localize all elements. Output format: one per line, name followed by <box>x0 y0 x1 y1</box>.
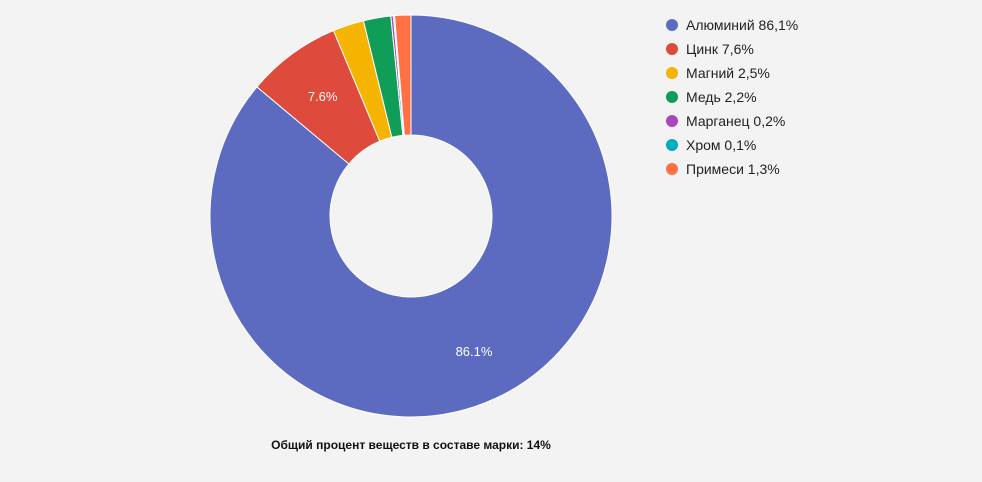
legend-label: Магний 2,5% <box>686 65 770 81</box>
slice-6 <box>394 14 412 136</box>
slice-0 <box>209 14 613 418</box>
legend-item-4: Марганец 0,2% <box>666 109 798 133</box>
legend-item-2: Магний 2,5% <box>666 61 798 85</box>
legend-label: Марганец 0,2% <box>686 113 786 129</box>
legend-label: Медь 2,2% <box>686 89 757 105</box>
legend-swatch-icon <box>666 163 678 175</box>
legend-swatch-icon <box>666 115 678 127</box>
legend-label: Алюминий 86,1% <box>686 17 799 33</box>
chart-legend: Алюминий 86,1% Цинк 7,6% Магний 2,5% Медь 2… <box>666 13 798 181</box>
legend-item-3: Медь 2,2% <box>666 85 798 109</box>
legend-item-6: Примеси 1,3% <box>666 157 798 181</box>
legend-label: Хром 0,1% <box>686 137 757 153</box>
legend-label: Примеси 1,3% <box>686 161 780 177</box>
donut-slices <box>209 14 613 418</box>
legend-swatch-icon <box>666 43 678 55</box>
slice-data-label-0: 86.1% <box>456 344 493 359</box>
slice-data-label-1: 7.6% <box>308 89 338 104</box>
legend-item-1: Цинк 7,6% <box>666 37 798 61</box>
slice-labels: 86.1% 7.6% <box>308 89 493 359</box>
legend-item-0: Алюминий 86,1% <box>666 13 798 37</box>
legend-swatch-icon <box>666 139 678 151</box>
chart-caption: Общий процент веществ в составе марки: 1… <box>271 438 551 452</box>
legend-swatch-icon <box>666 19 678 31</box>
legend-swatch-icon <box>666 91 678 103</box>
legend-swatch-icon <box>666 67 678 79</box>
legend-item-5: Хром 0,1% <box>666 133 798 157</box>
legend-label: Цинк 7,6% <box>686 41 754 57</box>
